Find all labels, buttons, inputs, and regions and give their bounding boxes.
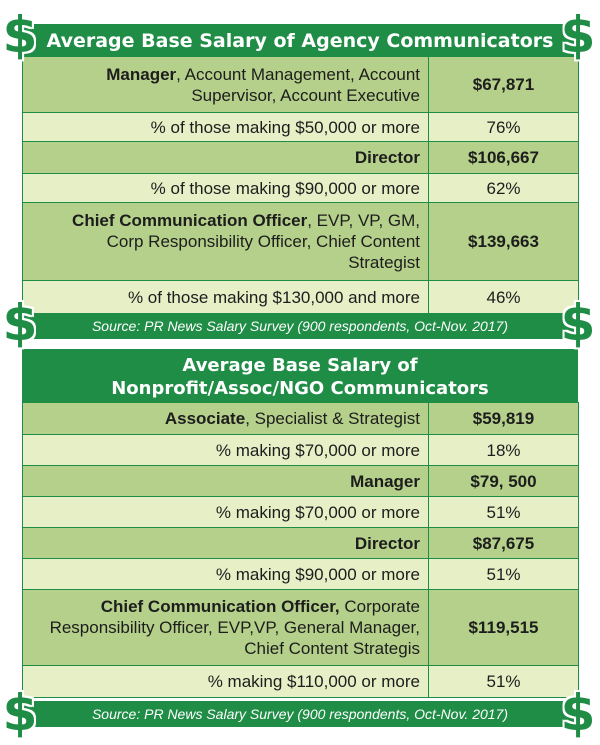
table-row: % making $70,000 or more 51% [22,496,579,528]
table-row: Chief Communication Officer, EVP, VP, GM… [22,202,579,281]
row-label: Associate, Specialist & Strategist [22,402,429,435]
table-row: Chief Communication Officer, Corporate R… [22,589,579,666]
row-label-detail: % making $90,000 or more [215,564,420,584]
dollar-icon-top-right: $ [560,6,596,64]
row-value: 46% [428,280,579,314]
row-label-title: Chief Communication Officer, [100,597,340,616]
row-label: Director [22,141,429,174]
row-label: % making $90,000 or more [22,558,429,590]
row-label: Manager [22,465,429,497]
table-row: % making $70,000 or more 18% [22,434,579,466]
row-label-title: Director [354,148,420,167]
table-row: Associate, Specialist & Strategist $59,81… [22,402,579,435]
table-row: % making $90,000 or more 51% [22,558,579,590]
row-label-detail: % making $70,000 or more [215,502,420,522]
table-row: Director $87,675 [22,527,579,559]
row-label-detail: % making $70,000 or more [215,440,420,460]
row-label-title: Manager [106,64,177,84]
row-label: Manager, Account Management, Account Sup… [22,56,429,113]
panel2-title-line2: Nonprofit/Assoc/NGO Communicators [111,378,489,399]
table-row: Manager, Account Management, Account Sup… [22,56,579,113]
row-label: % of those making $50,000 or more [22,112,429,142]
table-row: % of those making $90,000 or more 62% [22,173,579,203]
row-value: $79, 500 [428,465,579,497]
row-value: $87,675 [428,527,579,559]
row-label: % making $70,000 or more [22,434,429,466]
table-row: % of those making $130,000 and more 46% [22,280,579,314]
panel1-source: Source: PR News Salary Survey (900 respo… [22,313,578,339]
row-label-detail: , EVP, VP, GM, Corp Responsibility Offic… [106,211,420,272]
row-value: 51% [428,558,579,590]
row-value: 51% [428,496,579,528]
row-value: $106,667 [428,141,579,174]
row-label-title: Director [354,533,420,553]
row-label-detail: Corporate Responsibility Officer, EVP,VP… [49,597,420,658]
row-label-detail: % of those making $130,000 and more [127,287,420,307]
row-value: 18% [428,434,579,466]
row-value: 62% [428,173,579,203]
row-label: Chief Communication Officer, EVP, VP, GM… [22,202,429,281]
dollar-icon-bottom-left: $ [2,684,38,742]
agency-salary-table: Manager, Account Management, Account Sup… [22,56,579,314]
row-label: % making $70,000 or more [22,496,429,528]
row-label-detail: % of those making $90,000 or more [150,178,420,198]
dollar-icon-mid-left: $ [2,294,38,352]
row-value: $59,819 [428,402,579,435]
row-label-title: Associate [164,409,246,428]
dollar-icon-mid-right: $ [560,294,596,352]
row-value: $139,663 [428,202,579,281]
table-row: % of those making $50,000 or more 76% [22,112,579,142]
nonprofit-salary-table: Associate, Specialist & Strategist $59,81… [22,402,579,698]
row-value: $119,515 [428,589,579,666]
panel1-title: Average Base Salary of Agency Communicat… [22,24,578,56]
row-label: % making $110,000 or more [22,665,429,698]
table-row: Manager $79, 500 [22,465,579,497]
row-label: % of those making $90,000 or more [22,173,429,203]
row-value: 76% [428,112,579,142]
panel2-source: Source: PR News Salary Survey (900 respo… [22,701,578,727]
dollar-icon-top-left: $ [2,6,38,64]
row-label: % of those making $130,000 and more [22,280,429,314]
table-row: % making $110,000 or more 51% [22,665,579,698]
row-label-detail: , Specialist & Strategist [245,409,420,428]
row-value: $67,871 [428,56,579,113]
dollar-icon-bottom-right: $ [560,684,596,742]
panel2-title-line1: Average Base Salary of [182,355,418,376]
row-label-title: Manager [350,471,420,491]
row-label-detail: % of those making $50,000 or more [150,117,420,137]
row-label: Director [22,527,429,559]
row-label-detail: % making $110,000 or more [207,672,420,691]
row-label-title: Chief Communication Officer [72,211,308,230]
row-value: 51% [428,665,579,698]
panel2-title: Average Base Salary of Nonprofit/Assoc/N… [22,349,578,402]
row-label-detail: , Account Management, Account Supervisor… [176,64,420,105]
row-label: Chief Communication Officer, Corporate R… [22,589,429,666]
table-row: Director $106,667 [22,141,579,174]
